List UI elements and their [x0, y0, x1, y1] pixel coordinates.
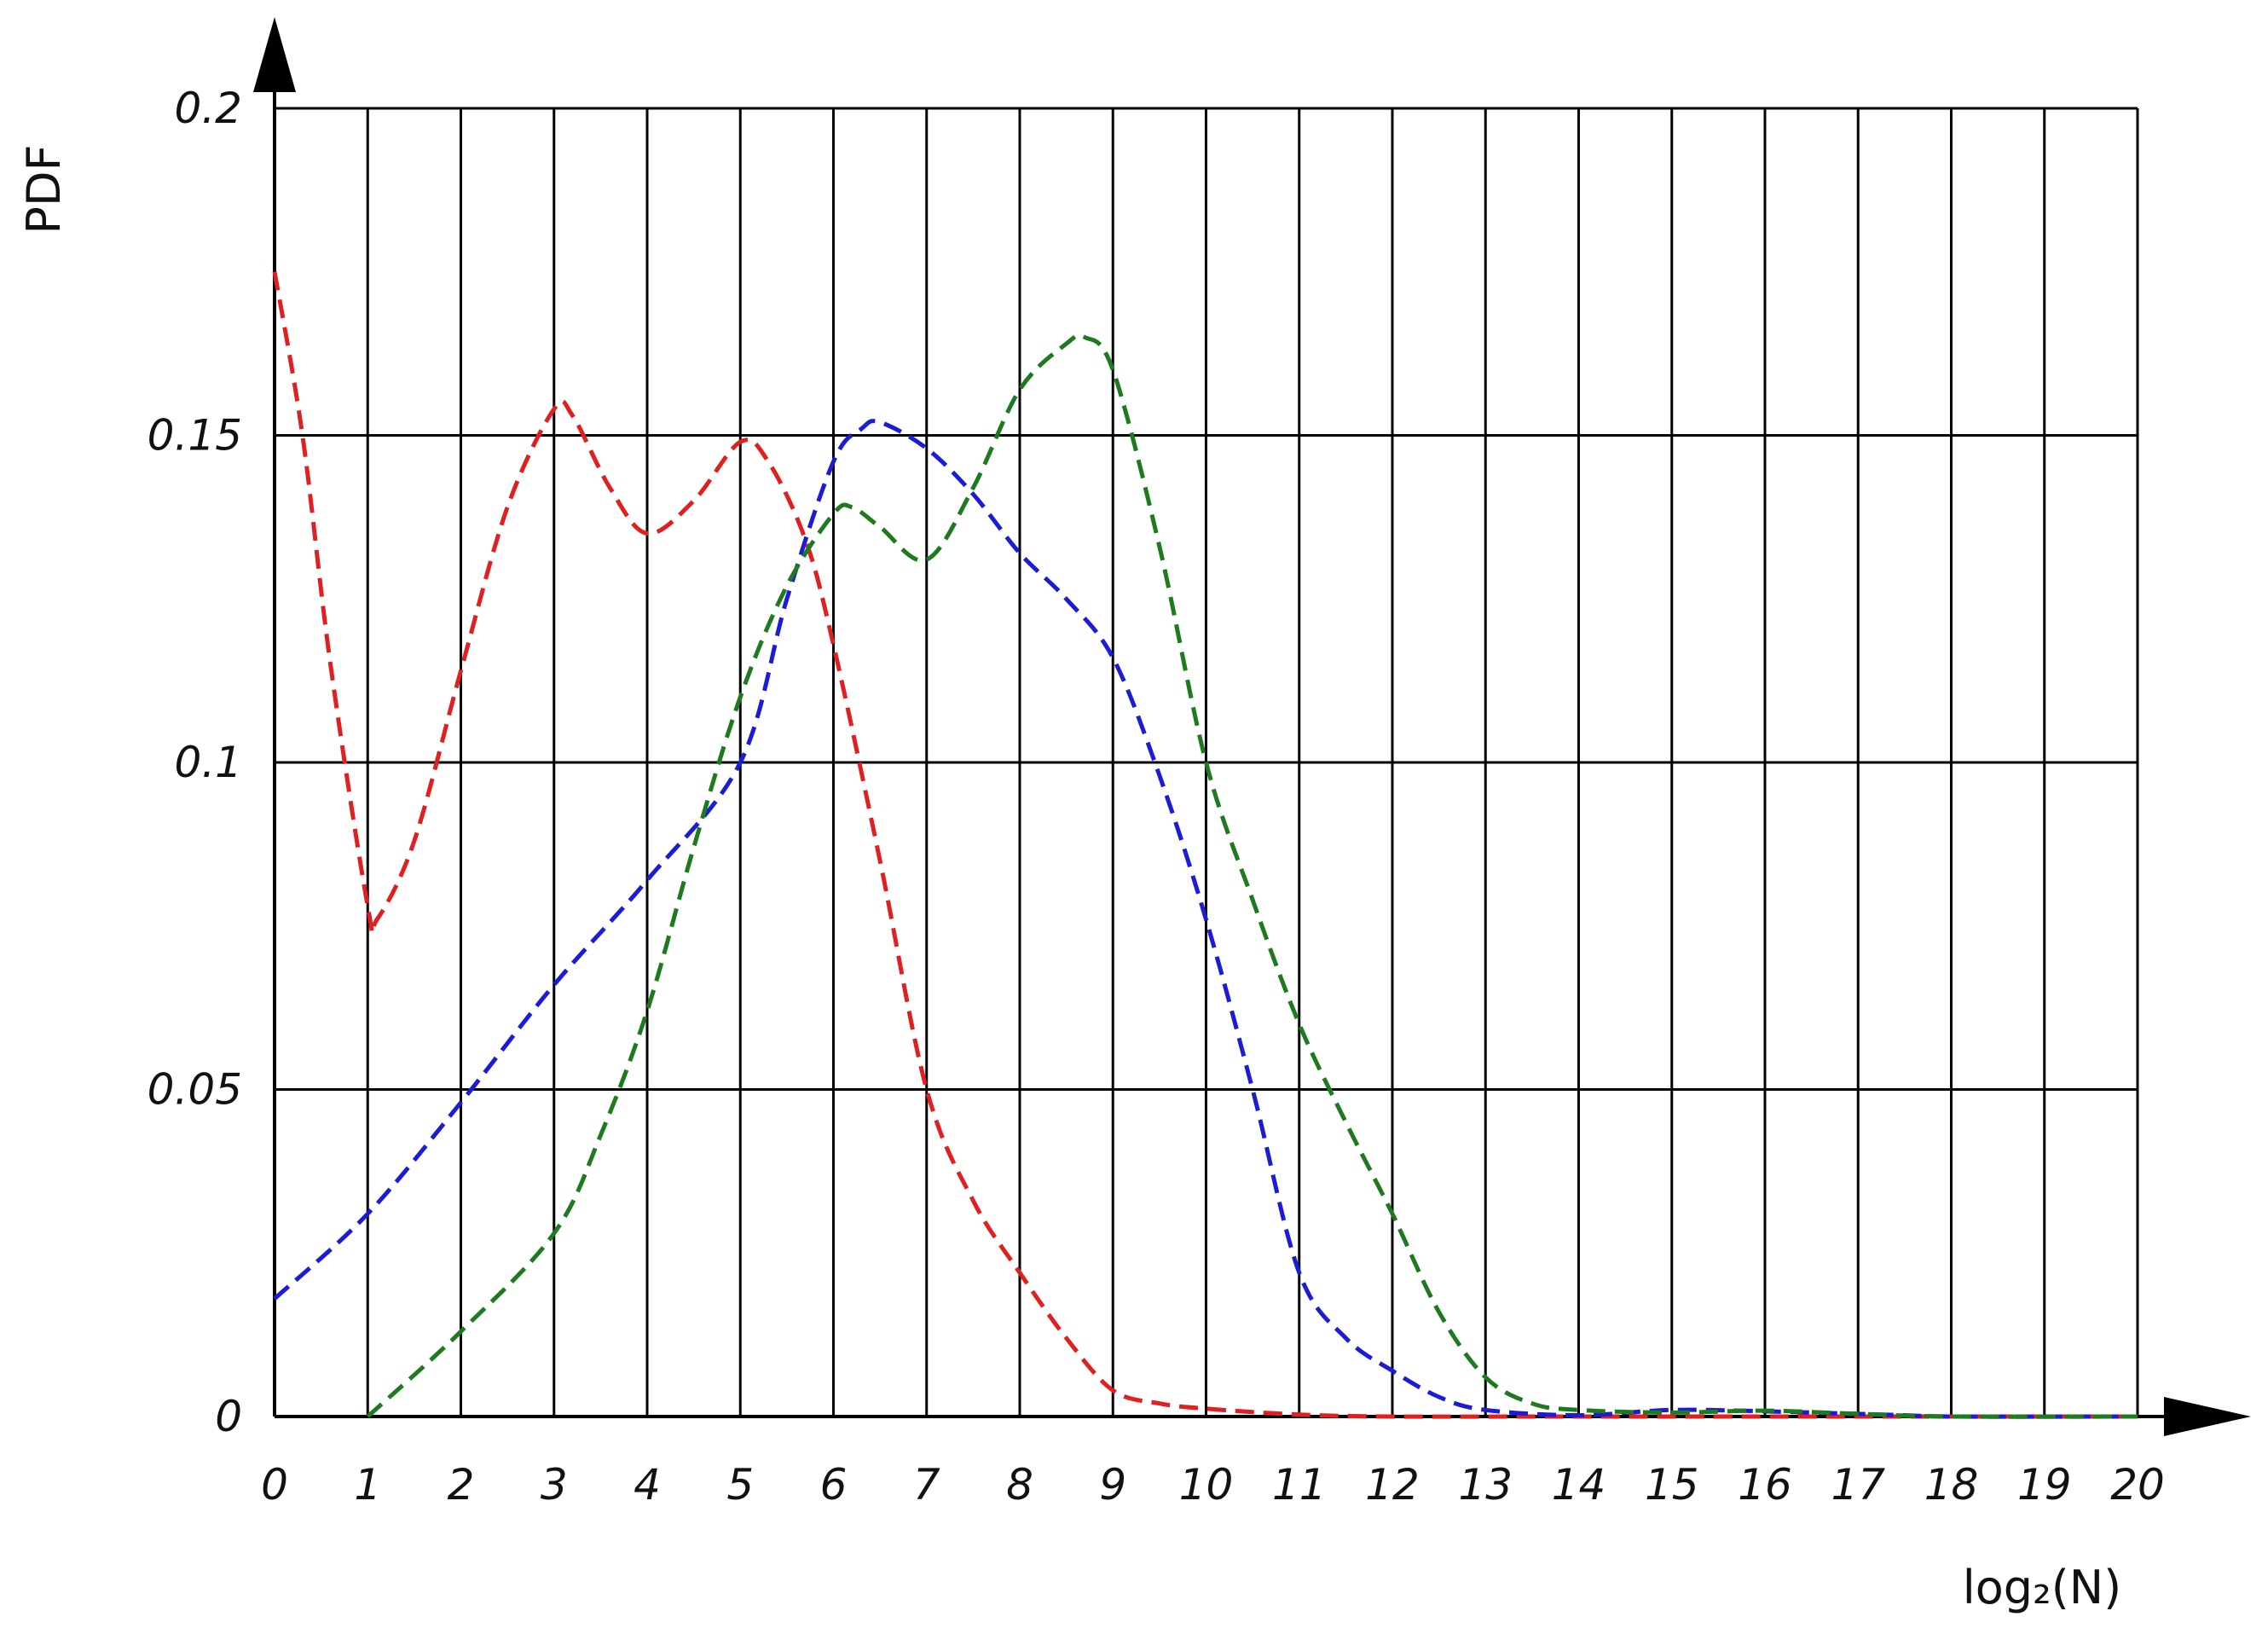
tick-labels: 0 1 2 3 4 5 6 7 8 9 10 11 12 13 14 15 16 17 18 19 2000.050.1… [148, 84, 2165, 1509]
x-tick-label: 9 [1099, 1460, 1126, 1509]
axes: PDF log₂(N) [17, 17, 2251, 1614]
series-line-2 [273, 419, 2138, 1419]
x-tick-label: 7 [913, 1460, 940, 1509]
x-tick-label: 4 [634, 1460, 661, 1509]
x-tick-label: 20 [2110, 1460, 2165, 1509]
y-tick-label: 0.1 [174, 738, 242, 787]
x-tick-label: 12 [1365, 1460, 1420, 1509]
x-tick-label: 19 [2017, 1460, 2072, 1509]
series-group [272, 271, 2138, 1419]
x-axis-title: log₂(N) [1963, 1561, 2122, 1614]
x-tick-label: 0 [261, 1460, 288, 1509]
y-tick-label: 0.05 [148, 1065, 242, 1115]
x-axis-arrow-icon [2164, 1397, 2251, 1436]
x-tick-label: 17 [1831, 1460, 1885, 1509]
y-tick-label: 0 [215, 1392, 242, 1441]
y-tick-label: 0.15 [148, 411, 242, 461]
series-line-1 [272, 271, 2138, 1419]
x-tick-label: 18 [1924, 1460, 1979, 1509]
x-tick-label: 1 [354, 1460, 381, 1509]
y-axis-arrow-icon [253, 17, 296, 92]
x-tick-label: 11 [1272, 1460, 1327, 1509]
x-tick-label: 14 [1552, 1460, 1606, 1509]
x-tick-label: 10 [1179, 1460, 1234, 1509]
series-line-3 [366, 333, 2138, 1419]
x-tick-label: 6 [820, 1460, 848, 1509]
x-tick-label: 16 [1738, 1460, 1792, 1509]
x-tick-label: 2 [448, 1460, 475, 1509]
x-tick-label: 3 [541, 1460, 568, 1509]
x-tick-label: 5 [726, 1460, 754, 1509]
x-tick-label: 8 [1006, 1460, 1033, 1509]
grid [273, 51, 2183, 1418]
x-tick-label: 15 [1645, 1460, 1699, 1509]
y-tick-label: 0.2 [174, 84, 242, 133]
x-tick-label: 13 [1458, 1460, 1513, 1509]
y-axis-title: PDF [17, 144, 71, 234]
